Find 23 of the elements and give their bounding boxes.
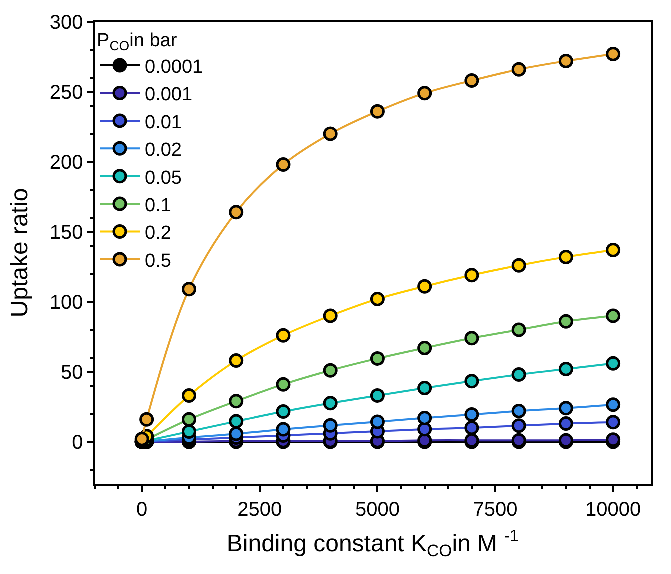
y-tick-label: 300 <box>50 12 84 34</box>
legend-label: 0.05 <box>145 168 182 189</box>
y-tick-label: 250 <box>50 82 84 104</box>
legend-title: P$_{CO}$in bar <box>97 30 178 54</box>
legend-label: 0.5 <box>145 250 172 272</box>
legend-label: 0.02 <box>145 140 182 162</box>
legend-label: 0.0001 <box>145 56 204 78</box>
legend-label: 0.2 <box>145 223 172 244</box>
y-tick-label: 200 <box>50 152 84 174</box>
x-tick-label: 5000 <box>355 498 400 521</box>
legend-label: 0.01 <box>145 112 182 134</box>
legend-label: 0.1 <box>145 195 172 216</box>
y-tick-label: 150 <box>50 222 84 244</box>
y-tick-label: 0 <box>72 432 84 454</box>
legend-label: 0.001 <box>145 84 193 106</box>
x-tick-label: 2500 <box>238 498 282 521</box>
y-axis-title: Uptake ratio <box>6 188 34 318</box>
x-tick-label: 7500 <box>473 498 518 521</box>
x-tick-label: 10000 <box>585 498 642 521</box>
y-tick-label: 100 <box>50 292 84 314</box>
x-tick-label: 0 <box>136 498 148 521</box>
y-tick-label: 50 <box>61 362 84 384</box>
x-axis-title: Binding constant K$_{CO}$in M $^{-1}$ <box>226 526 520 561</box>
